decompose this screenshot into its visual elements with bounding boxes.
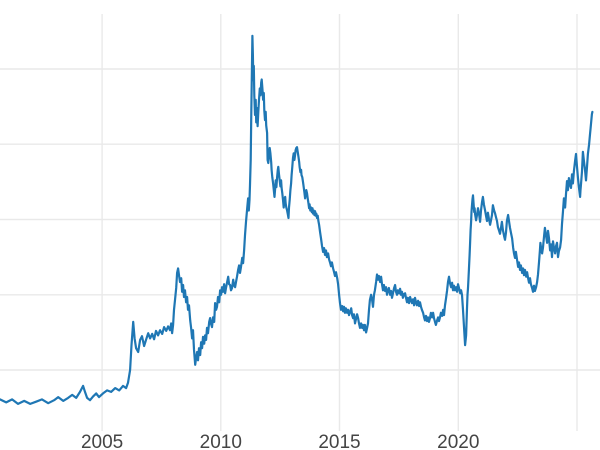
x-tick-label: 2005 — [81, 432, 123, 450]
horizontal-gridlines — [0, 68, 600, 371]
series-line — [0, 34, 594, 405]
price-line — [0, 34, 594, 405]
vertical-gridlines — [101, 14, 578, 425]
x-tick-label: 2010 — [200, 432, 242, 450]
x-axis-tick-labels: 2005 2010 2015 2020 — [81, 432, 479, 450]
x-tick-label: 2015 — [318, 432, 360, 450]
x-tick-label: 2020 — [437, 432, 479, 450]
x-axis-ticks — [101, 425, 578, 431]
